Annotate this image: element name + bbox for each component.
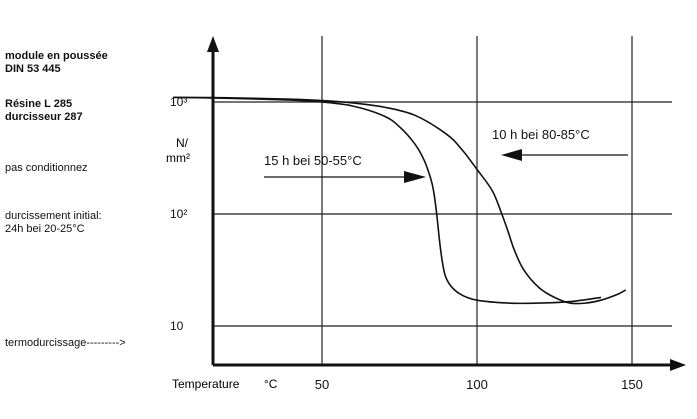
hardener-text: durcisseur 287 [5,111,83,123]
x-axis-unit: °C [264,377,278,391]
conditioning-label: pas conditionnez [5,162,88,174]
test-name-label: module en poussée DIN 53 445 [5,50,108,76]
annotation-arrow-head-0 [404,171,426,183]
test-standard-text: DIN 53 445 [5,63,61,75]
series-lines [173,96,627,305]
initial-cure-label: durcissement initial: 24h bei 20-25°C [5,210,102,236]
y-tick-label-1: 10² [170,207,187,221]
initial-cure-value: 24h bei 20-25°C [5,223,85,235]
tick-labels: 10 10² 10³ 50 100 150 [170,95,643,392]
x-tick-label-0: 50 [315,377,329,392]
x-tick-label-2: 150 [621,377,643,392]
post-cure-label: termodurcissage---------> [5,337,126,349]
x-axis-label: Temperature [172,377,240,391]
resin-label: Résine L 285 durcisseur 287 [5,98,83,124]
y-axis-label: N/ [176,136,189,150]
y-tick-label-0: 10 [170,319,184,333]
annotation-label-0: 15 h bei 50-55°C [264,153,362,168]
annotation-label-1: 10 h bei 80-85°C [492,127,590,142]
y-axis-arrow [207,36,219,52]
test-name-text: module en poussée [5,50,108,62]
initial-cure-title: durcissement initial: [5,210,102,222]
series-line-1 [173,96,627,305]
grid-lines [213,36,672,365]
annotation-arrow-head-1 [501,149,522,161]
y-axis-unit: mm² [166,151,190,165]
x-axis-arrow [670,359,686,371]
y-tick-label-2: 10³ [170,95,187,109]
axes [207,36,686,371]
annotations: 15 h bei 50-55°C 10 h bei 80-85°C [264,127,628,183]
resin-text: Résine L 285 [5,98,73,110]
x-tick-label-1: 100 [466,377,488,392]
series-line-0 [173,96,602,305]
